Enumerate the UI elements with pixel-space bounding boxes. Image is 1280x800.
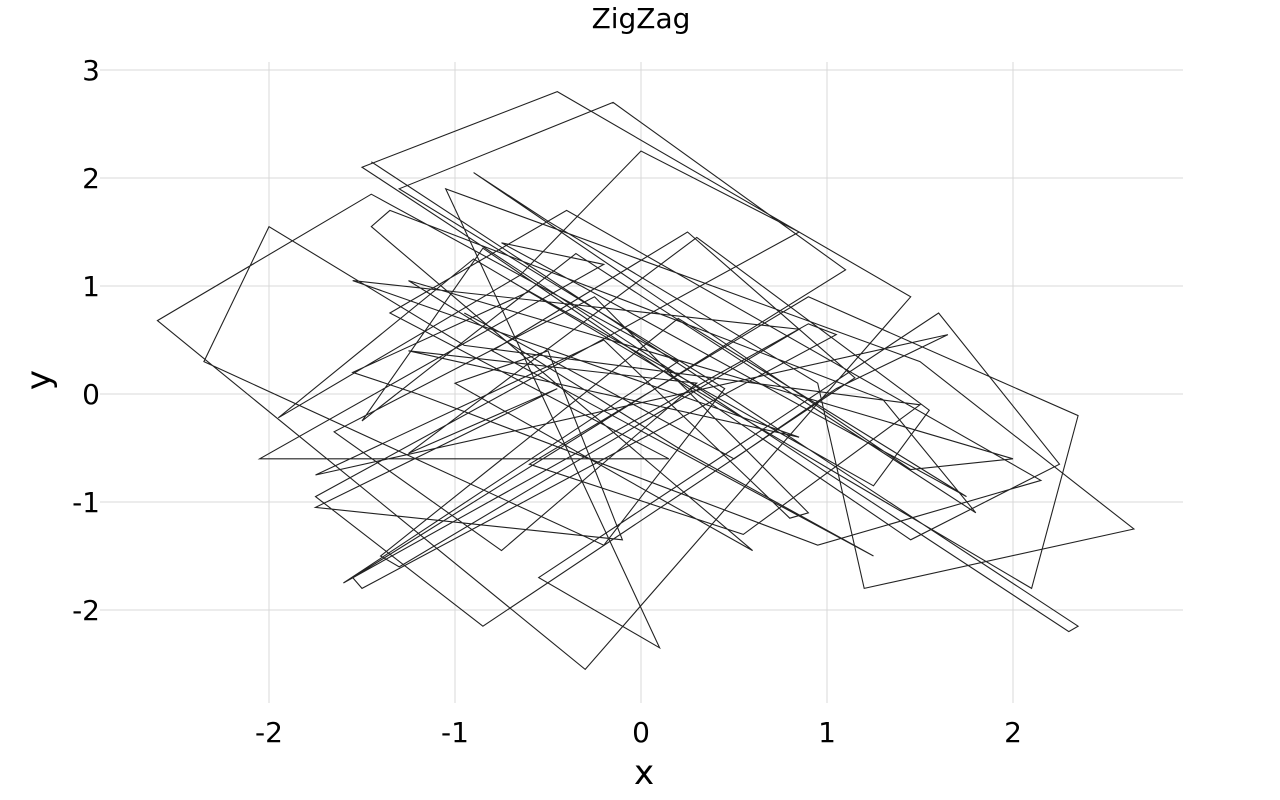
x-tick-labels: -2 -1 0 1 2 (255, 716, 1022, 749)
x-tick-label: -2 (255, 716, 283, 749)
series-line (156, 90, 1136, 671)
y-tick-label: 3 (82, 54, 100, 87)
y-tick-label: -2 (72, 594, 100, 627)
x-tick-label: 1 (818, 716, 836, 749)
x-axis-label: x (634, 753, 654, 793)
y-tick-label: 1 (82, 270, 100, 303)
y-tick-label: -1 (72, 486, 100, 519)
x-tick-label: -1 (441, 716, 469, 749)
x-tick-label: 2 (1004, 716, 1022, 749)
y-axis-label: y (19, 370, 59, 390)
x-tick-label: 0 (632, 716, 650, 749)
y-tick-labels: -2 -1 0 1 2 3 (72, 54, 100, 627)
grid (100, 62, 1183, 703)
y-tick-label: 2 (82, 162, 100, 195)
series-layer (156, 90, 1136, 671)
y-tick-label: 0 (82, 378, 100, 411)
chart-title: ZigZag (592, 2, 691, 35)
